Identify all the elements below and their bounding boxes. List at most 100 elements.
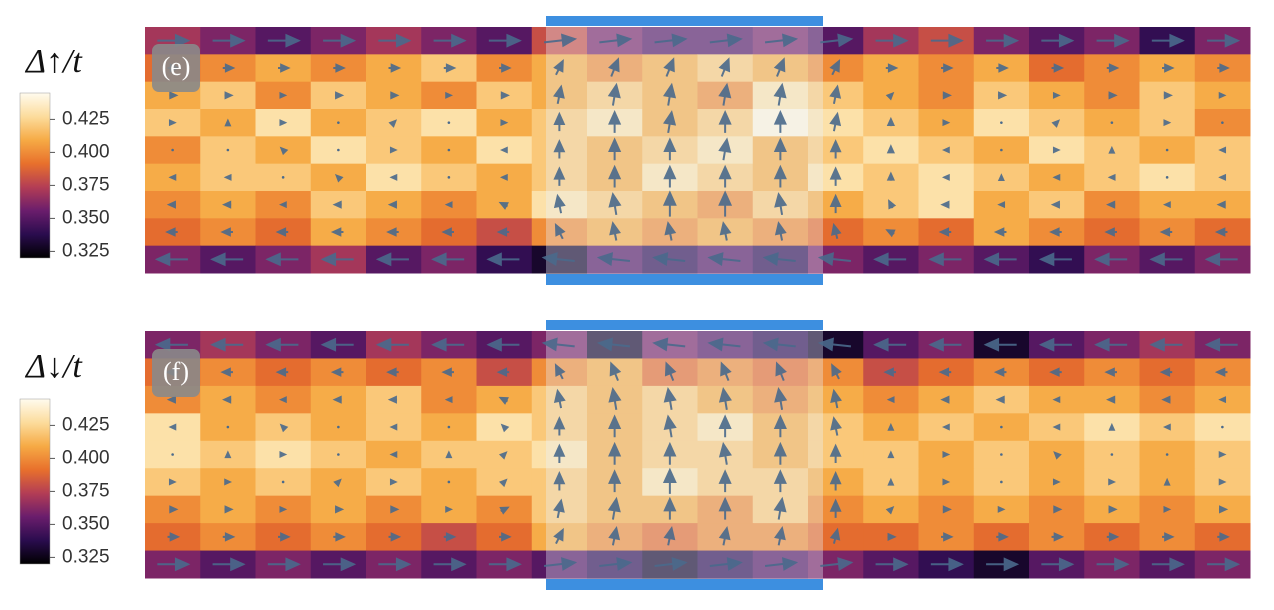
arrow	[707, 252, 741, 266]
arrow	[210, 337, 244, 352]
arrow	[774, 525, 786, 546]
arrow	[1049, 227, 1062, 237]
arrow	[762, 337, 796, 352]
colorbar-tick-label: 0.325	[62, 546, 110, 567]
arrow	[275, 227, 289, 237]
arrow	[1052, 396, 1061, 404]
arrow	[1151, 557, 1185, 572]
arrow	[596, 337, 631, 352]
arrow	[431, 252, 465, 267]
arrow	[829, 84, 842, 105]
arrow	[652, 337, 686, 352]
arrow	[1162, 532, 1175, 542]
arrow	[941, 146, 950, 154]
arrow	[488, 557, 522, 572]
arrow	[265, 337, 299, 352]
arrow	[607, 82, 621, 106]
arrow	[171, 453, 174, 456]
arrow	[719, 221, 732, 241]
arrow	[599, 557, 633, 571]
arrow	[1104, 227, 1117, 237]
arrow	[764, 33, 799, 48]
arrow	[330, 367, 344, 377]
arrow	[1163, 477, 1171, 486]
arrow	[1106, 200, 1116, 209]
arrow	[888, 199, 897, 210]
arrow	[885, 91, 895, 101]
colorbar-tick-label: 0.400	[62, 141, 110, 162]
arrow	[553, 111, 566, 132]
arrow	[375, 252, 409, 267]
arrow	[875, 557, 909, 572]
arrow	[1106, 63, 1120, 73]
colorbar-tick-label: 0.325	[62, 240, 110, 261]
colorbar-tick-label: 0.350	[62, 207, 110, 228]
arrow	[995, 395, 1005, 404]
arrow	[928, 337, 962, 352]
arrow	[543, 33, 578, 48]
arrow	[718, 441, 732, 465]
arrow	[1051, 532, 1065, 542]
arrow	[986, 557, 1020, 572]
arrow	[337, 425, 340, 429]
arrow	[663, 110, 677, 134]
arrow	[709, 33, 743, 48]
arrow	[607, 496, 621, 520]
arrow	[554, 363, 566, 380]
arrow	[390, 505, 400, 514]
arrow	[320, 252, 354, 267]
arrow	[224, 505, 234, 514]
colorbar-tick-label: 0.400	[62, 447, 110, 468]
arrow	[496, 227, 510, 237]
colorbar	[19, 398, 51, 565]
arrow	[608, 414, 622, 438]
arrow	[267, 33, 301, 48]
colorbar	[19, 92, 51, 259]
arrow	[387, 200, 398, 209]
arrow	[718, 414, 732, 438]
arrow	[1218, 450, 1227, 459]
arrow	[445, 505, 454, 513]
arrow	[375, 337, 409, 352]
arrow	[942, 91, 952, 100]
arrow	[773, 137, 787, 161]
arrow	[709, 557, 743, 571]
arrow	[1163, 119, 1172, 127]
arrow	[829, 193, 842, 214]
arrow	[1204, 337, 1238, 352]
arrow	[830, 388, 842, 409]
arrow	[323, 557, 357, 572]
arrow	[873, 252, 907, 267]
arrow	[1094, 252, 1128, 267]
arrow	[447, 121, 451, 124]
bottom-bar	[546, 579, 823, 590]
arrow	[1108, 422, 1116, 431]
arrow	[500, 91, 510, 100]
arrow	[1162, 201, 1171, 209]
arrow	[830, 416, 842, 436]
arrow	[1217, 63, 1230, 73]
arrow	[993, 227, 1007, 237]
arrow	[543, 557, 578, 571]
arrow	[553, 443, 566, 463]
arrow	[942, 450, 951, 459]
arrow	[553, 388, 566, 409]
arrow	[443, 532, 457, 542]
colorbar-tick-label: 0.375	[62, 480, 110, 501]
arrow	[1159, 227, 1173, 237]
arrow	[775, 361, 787, 382]
arrow	[553, 59, 564, 76]
arrow	[441, 367, 454, 377]
arrow	[278, 532, 291, 542]
arrow	[1149, 337, 1183, 352]
arrow	[608, 469, 622, 493]
arrow	[938, 227, 952, 237]
arrow	[662, 190, 677, 217]
arrow	[718, 82, 732, 106]
arrow	[278, 63, 291, 73]
arrow	[928, 252, 962, 267]
arrow	[817, 252, 852, 266]
arrow	[168, 423, 177, 431]
arrow	[500, 423, 510, 433]
arrow	[278, 201, 287, 209]
